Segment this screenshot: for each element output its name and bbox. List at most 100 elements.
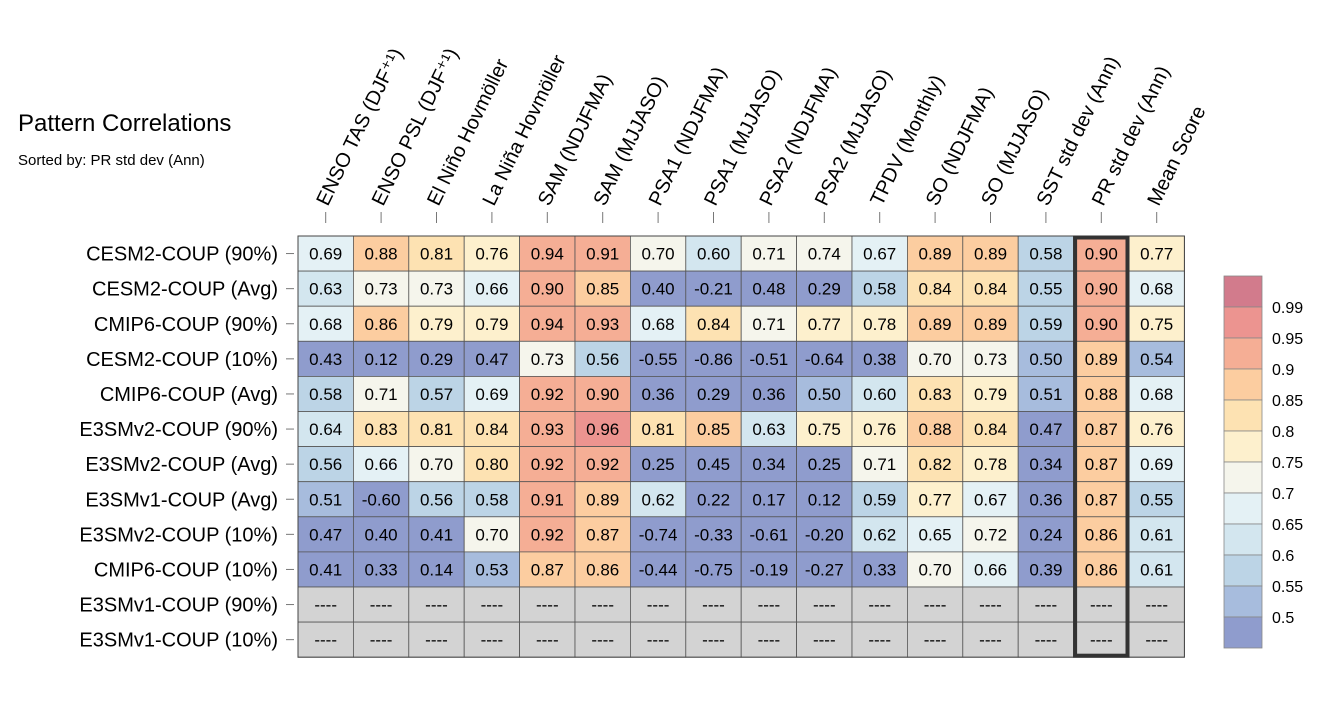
heatmap-cell <box>1128 551 1185 588</box>
cell-value: 0.90 <box>1085 245 1118 264</box>
heatmap-cell <box>851 621 908 658</box>
cell-value: ---- <box>758 631 781 650</box>
colorbar-label: 0.95 <box>1272 331 1303 348</box>
heatmap-cell <box>685 411 742 447</box>
cell-value: -0.86 <box>694 350 733 369</box>
cell-value: 0.70 <box>919 560 952 579</box>
colorbar-bin <box>1223 492 1263 525</box>
cell-value: 0.29 <box>808 280 841 299</box>
heatmap-cell <box>463 621 521 658</box>
chart-subtitle: Sorted by: PR std dev (Ann) <box>18 152 205 169</box>
heatmap-cell <box>352 586 410 623</box>
cell-value: 0.58 <box>863 280 896 299</box>
heatmap-cell <box>1017 305 1075 342</box>
cell-value: 0.87 <box>531 560 564 579</box>
cell-value: ---- <box>536 631 559 650</box>
colorbar-bin <box>1223 399 1263 432</box>
heatmap-cell <box>907 270 964 307</box>
heatmap-cell <box>1017 446 1075 483</box>
colorbar-label: 0.85 <box>1272 393 1303 410</box>
heatmap-cell <box>519 411 576 447</box>
cell-value: ---- <box>1090 631 1113 650</box>
cell-value: 0.17 <box>752 490 785 509</box>
cell-value: 0.76 <box>475 245 508 264</box>
cell-value: ---- <box>425 596 448 615</box>
cell-value: -0.75 <box>694 560 733 579</box>
colorbar-bin <box>1223 523 1263 556</box>
cell-value: 0.92 <box>586 455 619 474</box>
cell-value: 0.84 <box>974 280 1007 299</box>
cell-value: 0.58 <box>1029 245 1062 264</box>
row-label: CESM2-COUP (10%) <box>86 349 278 371</box>
heatmap-cell <box>297 305 354 342</box>
cell-value: 0.86 <box>1085 525 1118 544</box>
colorbar-label: 0.65 <box>1272 517 1303 534</box>
cell-value: ---- <box>813 631 836 650</box>
cell-value: 0.65 <box>919 525 952 544</box>
heatmap-cell <box>740 270 798 307</box>
cell-value: 0.71 <box>863 455 896 474</box>
colorbar-bin <box>1223 368 1263 401</box>
colorbar-label: 0.5 <box>1272 610 1294 627</box>
cell-value: 0.69 <box>475 385 508 404</box>
cell-value: 0.58 <box>309 385 342 404</box>
heatmap-cell <box>1128 411 1185 447</box>
heatmap-cell <box>519 586 576 623</box>
cell-value: ---- <box>868 596 891 615</box>
colorbar-label: 0.55 <box>1272 579 1303 596</box>
row-label: E3SMv1-COUP (90%) <box>79 595 278 617</box>
cell-value: -0.64 <box>805 350 844 369</box>
cell-value: 0.60 <box>863 385 896 404</box>
cell-value: 0.68 <box>309 315 342 334</box>
cell-value: -0.74 <box>639 525 678 544</box>
cell-value: 0.59 <box>863 490 896 509</box>
row-label: CMIP6-COUP (10%) <box>94 559 278 581</box>
heatmap-cell <box>685 375 742 412</box>
row-label: CESM2-COUP (Avg) <box>92 279 278 301</box>
cell-value: 0.89 <box>919 315 952 334</box>
heatmap-cell <box>851 446 908 483</box>
cell-value: ---- <box>647 596 670 615</box>
heatmap-cell <box>796 375 853 412</box>
cell-value: 0.39 <box>1029 560 1062 579</box>
heatmap-cell <box>297 586 354 623</box>
cell-value: 0.54 <box>1140 350 1173 369</box>
cell-value: 0.41 <box>309 560 342 579</box>
heatmap-cell <box>408 481 465 518</box>
heatmap-cell <box>962 446 1019 483</box>
cell-value: -0.60 <box>362 490 401 509</box>
cell-value: 0.38 <box>863 350 896 369</box>
colorbar-label: 0.9 <box>1272 362 1294 379</box>
cell-value: ---- <box>924 596 947 615</box>
heatmap-cell <box>1073 411 1130 447</box>
cell-value: 0.56 <box>309 455 342 474</box>
cell-value: 0.75 <box>1140 315 1173 334</box>
cell-value: 0.68 <box>642 315 675 334</box>
cell-value: 0.96 <box>586 420 619 439</box>
cell-value: 0.29 <box>697 385 730 404</box>
cell-value: 0.88 <box>365 245 398 264</box>
heatmap-border <box>297 235 1185 658</box>
heatmap-cell <box>907 586 964 623</box>
row-label: E3SMv1-COUP (Avg) <box>85 489 278 511</box>
colorbar-bin <box>1223 337 1263 370</box>
colorbar-bin <box>1223 306 1263 339</box>
cell-value: 0.84 <box>974 420 1007 439</box>
cell-value: ---- <box>979 631 1002 650</box>
cell-value: 0.88 <box>1085 385 1118 404</box>
heatmap-cell <box>1128 235 1185 272</box>
colorbar-bin <box>1223 430 1263 463</box>
heatmap-cell <box>796 621 853 658</box>
row-label: CMIP6-COUP (Avg) <box>100 384 278 406</box>
heatmap-cell <box>1017 586 1075 623</box>
cell-value: -0.19 <box>750 560 789 579</box>
cell-value: ---- <box>813 596 836 615</box>
cell-value: -0.61 <box>750 525 789 544</box>
heatmap-cell <box>408 516 465 553</box>
cell-value: 0.94 <box>531 315 564 334</box>
heatmap-cell <box>630 586 687 623</box>
cell-value: 0.34 <box>1029 455 1062 474</box>
heatmap-cell <box>740 235 798 272</box>
cell-value: 0.84 <box>697 315 730 334</box>
